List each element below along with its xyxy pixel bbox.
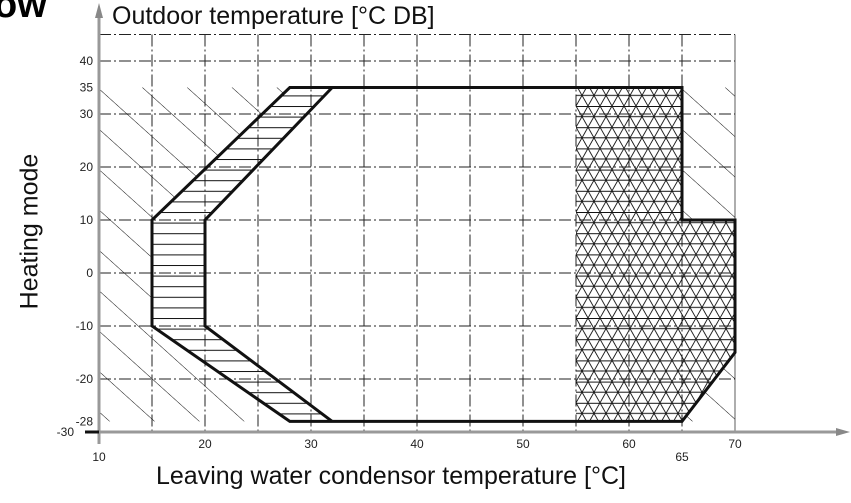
y-tick-label: 10: [80, 213, 94, 227]
x-axis-arrow-icon: [836, 428, 850, 436]
y-tick-label: 30: [80, 107, 94, 121]
region-horizontal-hatch: [152, 87, 333, 422]
y-tick-label: -10: [76, 319, 94, 333]
chart-title: Outdoor temperature [°C DB]: [112, 2, 435, 30]
region-cross-hatch: [576, 87, 735, 422]
x-tick-label: 70: [728, 437, 742, 451]
y-tick-label: 35: [80, 81, 94, 95]
x-axis-label: Leaving water condensor temperature [°C]: [156, 462, 626, 490]
region-diagonal-hatch: [682, 87, 735, 220]
y-tick-label: -30: [57, 425, 75, 439]
x-tick-label: 10: [92, 450, 106, 464]
cropped-heading-fragment: ow: [0, 0, 47, 26]
x-tick-label: 60: [622, 437, 636, 451]
transition-boundary-line: [203, 86, 334, 423]
operating-envelope-outline: [150, 86, 737, 423]
x-tick-label: 40: [410, 437, 424, 451]
y-tick-label: -28: [76, 414, 94, 428]
y-axis-label: Heating mode: [15, 153, 44, 310]
x-tick-label: 65: [675, 450, 689, 464]
y-axis-arrow-icon: [95, 3, 103, 18]
y-tick-label: 20: [80, 160, 94, 174]
y-tick-label: -20: [76, 372, 94, 386]
region-diagonal-hatch: [99, 87, 290, 422]
x-tick-label: 50: [516, 437, 530, 451]
y-tick-label: 0: [86, 266, 93, 280]
x-tick-label: 30: [304, 437, 318, 451]
x-tick-label: 20: [198, 437, 212, 451]
y-tick-label: 40: [80, 54, 94, 68]
